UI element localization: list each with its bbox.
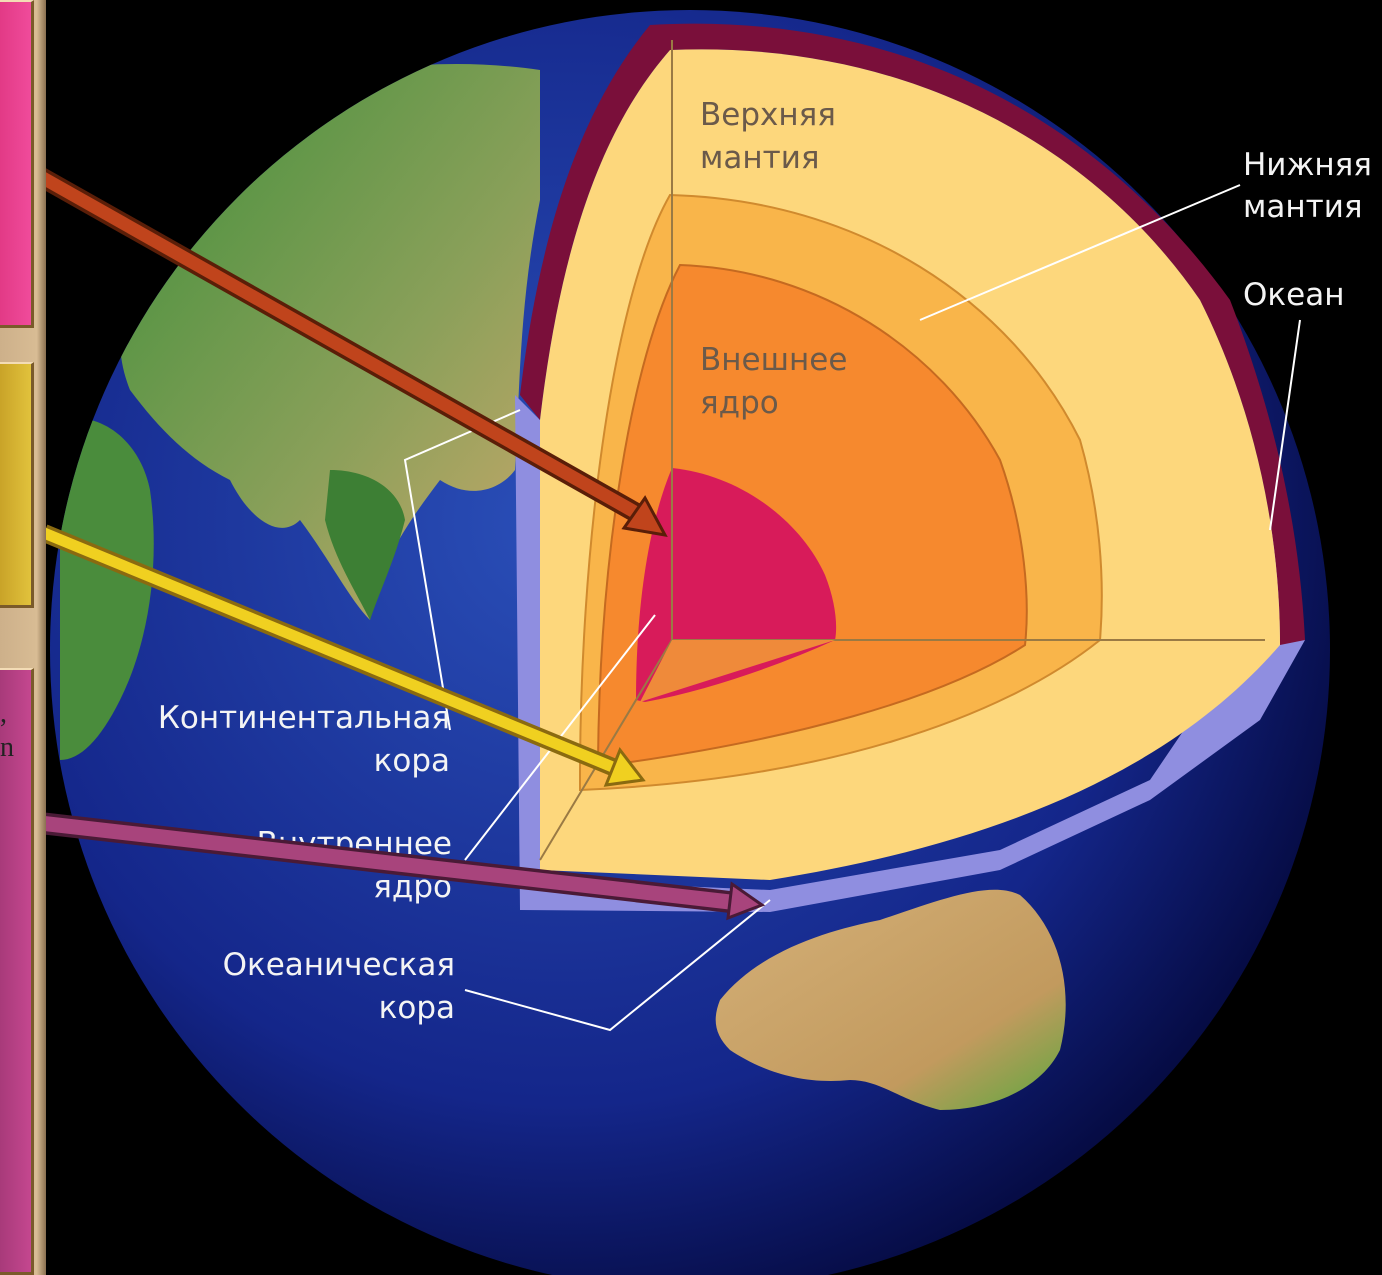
arrow-to-inner-core (46, 168, 668, 537)
label-continental-crust-line2: кора (374, 743, 450, 779)
label-lower-mantle-line1: Нижняя (1243, 147, 1372, 183)
label-lower-mantle: Нижняя мантия (1243, 147, 1372, 225)
india-landmass (325, 470, 405, 620)
label-upper-mantle-line2: мантия (700, 140, 820, 176)
arrow-to-outer-core (46, 524, 646, 787)
label-lower-mantle-line2: мантия (1243, 189, 1363, 225)
label-ocean: Океан (1243, 277, 1344, 313)
earth-structure-diagram: Верхняя мантия Нижняя мантия Океан Внешн… (46, 0, 1382, 1275)
label-outer-core-line2: ядро (700, 385, 779, 421)
left-panel-strip: , n (0, 0, 46, 1275)
label-oceanic-crust-line1: Океаническая (223, 947, 455, 983)
label-outer-core: Внешнее ядро (700, 342, 847, 421)
clipped-text-fragment-2: n (0, 732, 14, 763)
magenta-side-panel: , n (0, 668, 34, 1275)
axis-diagonal (539, 639, 673, 861)
label-oceanic-crust: Океаническая кора (223, 947, 455, 1026)
clipped-text-fragment-1: , (0, 698, 7, 729)
label-continental-crust-line1: Континентальная (158, 700, 450, 736)
label-upper-mantle-line1: Верхняя (700, 97, 836, 133)
australia-landmass (715, 889, 1066, 1110)
inner-core-front-face (640, 640, 835, 702)
label-oceanic-crust-line2: кора (379, 990, 455, 1026)
label-upper-mantle: Верхняя мантия (700, 97, 836, 176)
pink-side-panel (0, 0, 34, 328)
arrow-to-oceanic-crust (46, 812, 766, 921)
label-continental-crust: Континентальная кора (158, 700, 450, 779)
yellow-side-panel (0, 362, 34, 608)
africa-landmass (60, 418, 154, 760)
label-outer-core-line1: Внешнее (700, 342, 847, 378)
crust-band (520, 23, 1305, 645)
